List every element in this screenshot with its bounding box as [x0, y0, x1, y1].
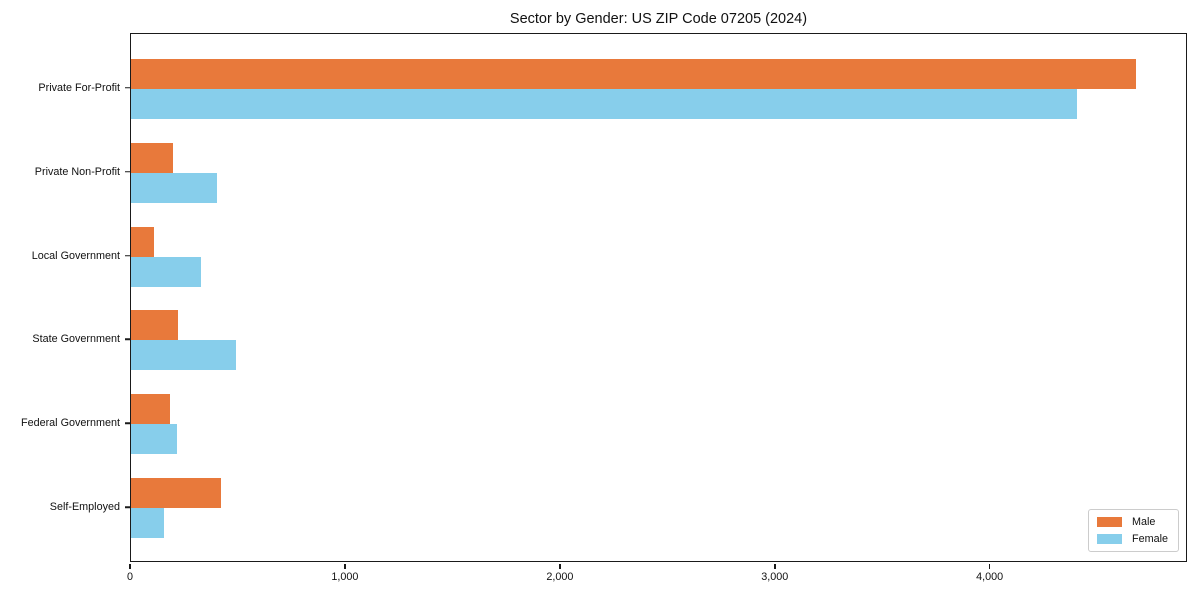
legend: Male Female: [1087, 509, 1179, 552]
bar-male-private-for-profit: [131, 58, 1136, 89]
chart-title: Sector by Gender: US ZIP Code 07205 (202…: [509, 11, 808, 27]
xtick-label-4000: 4,000: [976, 571, 1004, 583]
bar-male-local-government: [131, 226, 154, 257]
ytick-label-private-for-profit: Private For-Profit: [38, 81, 120, 94]
ytick-mark: [125, 422, 130, 425]
bar-male-federal-government: [131, 394, 170, 425]
legend-label-female: Female: [1131, 533, 1168, 545]
bar-female-private-non-profit: [131, 172, 217, 203]
bar-female-local-government: [131, 256, 201, 287]
ytick-mark: [125, 506, 130, 509]
xtick-label-1000: 1,000: [331, 571, 359, 583]
xtick-label-0: 0: [126, 571, 134, 583]
bar-female-private-for-profit: [131, 88, 1077, 119]
ytick-label-state-government: State Government: [32, 333, 120, 346]
xtick-mark: [988, 563, 991, 569]
legend-label-male: Male: [1131, 516, 1156, 528]
xtick-label-2000: 2,000: [546, 571, 574, 583]
bar-female-state-government: [131, 340, 237, 371]
ytick-mark: [125, 254, 130, 257]
bar-male-private-non-profit: [131, 142, 173, 173]
ytick-mark: [125, 338, 130, 341]
bar-male-state-government: [131, 310, 179, 341]
xtick-mark: [344, 563, 346, 569]
ytick-mark: [125, 86, 130, 89]
bar-female-self-employed: [131, 508, 165, 539]
ytick-label-federal-government: Federal Government: [20, 417, 120, 430]
xtick-label-3000: 3,000: [761, 571, 789, 583]
ytick-mark: [125, 170, 130, 173]
legend-swatch-male: [1096, 517, 1122, 527]
ytick-label-local-government: Local Government: [31, 249, 120, 262]
ytick-label-self-employed: Self-Employed: [49, 501, 120, 514]
legend-row-male: Male: [1096, 516, 1168, 528]
legend-row-female: Female: [1096, 533, 1168, 545]
plot-area: Male Female: [130, 33, 1187, 562]
legend-swatch-female: [1096, 534, 1122, 544]
xtick-mark: [559, 563, 561, 569]
xtick-mark: [774, 563, 776, 569]
ytick-label-private-non-profit: Private Non-Profit: [34, 165, 120, 178]
xtick-mark: [129, 563, 131, 569]
bar-male-self-employed: [131, 478, 222, 509]
bar-female-federal-government: [131, 424, 178, 455]
